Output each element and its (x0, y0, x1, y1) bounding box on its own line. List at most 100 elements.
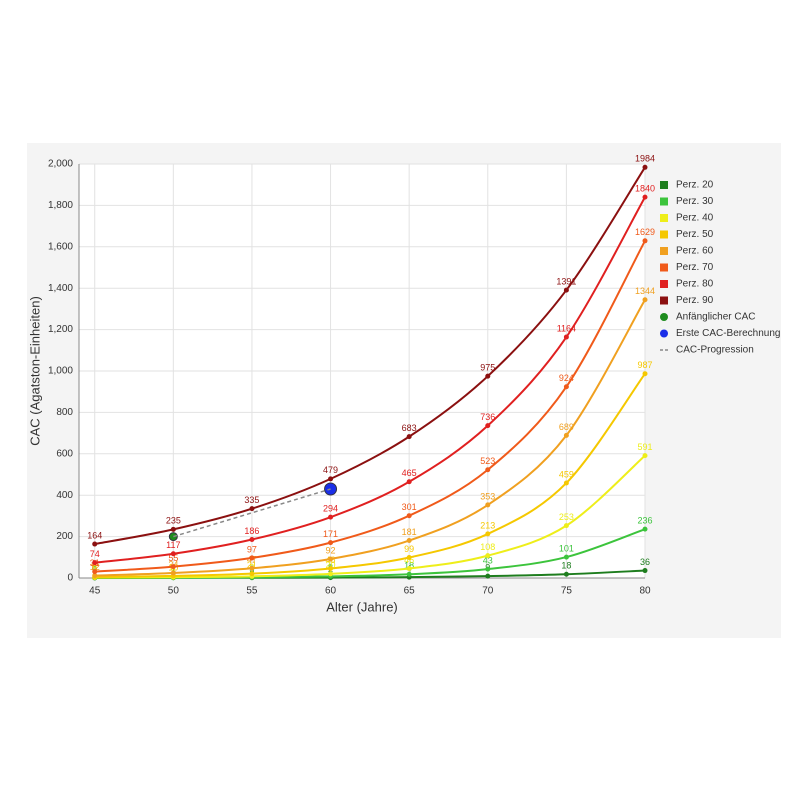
legend-label: Anfänglicher CAC (676, 312, 755, 323)
data-point (328, 476, 334, 482)
data-point (328, 514, 334, 520)
data-point (563, 287, 569, 293)
x-tick-label: 80 (639, 586, 651, 597)
data-point (92, 560, 98, 566)
data-point (642, 453, 648, 459)
data-label: 18 (404, 561, 414, 571)
data-point (642, 526, 648, 532)
data-point (563, 334, 569, 340)
legend-label: Perz. 80 (676, 279, 714, 290)
data-point (642, 568, 648, 574)
data-point (406, 565, 412, 571)
legend-swatch (660, 181, 668, 189)
data-label: 736 (480, 412, 495, 422)
data-label: 924 (559, 373, 574, 383)
x-tick-label: 55 (246, 586, 258, 597)
data-point (328, 565, 334, 571)
data-label: 1344 (635, 286, 655, 296)
data-point (328, 556, 334, 562)
data-point (563, 480, 569, 486)
data-label: 213 (480, 520, 495, 530)
data-label: 117 (166, 540, 180, 550)
data-label: 1984 (635, 154, 655, 164)
legend-label: CAC-Progression (676, 345, 754, 356)
data-label: 108 (480, 542, 495, 552)
x-tick-label: 65 (404, 586, 416, 597)
data-point (485, 553, 491, 559)
data-point (485, 531, 491, 537)
legend-swatch (660, 197, 668, 206)
data-point (406, 513, 412, 519)
x-axis-label: Alter (Jahre) (326, 599, 398, 614)
data-label: 43 (483, 555, 493, 565)
y-tick-label: 1,600 (48, 241, 73, 252)
data-point (92, 573, 98, 579)
y-tick-label: 400 (56, 490, 73, 501)
data-label: 1840 (635, 183, 655, 193)
data-point (485, 566, 491, 572)
data-label: 689 (559, 422, 574, 432)
data-point (563, 384, 569, 390)
data-label: 975 (480, 363, 495, 373)
legend-swatch (660, 230, 668, 239)
legend-swatch (660, 263, 668, 272)
y-tick-label: 2,000 (48, 159, 73, 170)
legend-label: Perz. 90 (676, 295, 714, 306)
legend-swatch (660, 313, 668, 321)
y-tick-label: 0 (67, 573, 73, 584)
data-label: 523 (480, 456, 495, 466)
data-label: 353 (480, 491, 495, 501)
data-point (92, 569, 98, 575)
x-tick-label: 60 (325, 586, 337, 597)
data-label: 186 (244, 526, 259, 536)
data-point (249, 565, 255, 571)
data-point (485, 373, 491, 379)
legend-label: Perz. 20 (676, 180, 714, 191)
data-label: 1391 (556, 276, 576, 286)
data-label: 1164 (557, 323, 576, 333)
data-point (406, 538, 412, 544)
data-point (642, 194, 648, 200)
x-tick-label: 75 (561, 586, 573, 597)
legend-label: Perz. 30 (676, 196, 714, 207)
data-point (170, 551, 176, 557)
data-label: 479 (323, 465, 338, 475)
data-point (249, 506, 255, 512)
data-label: 683 (402, 423, 417, 433)
y-tick-label: 1,800 (48, 200, 73, 211)
data-point (642, 371, 648, 377)
x-tick-label: 70 (482, 586, 494, 597)
x-tick-label: 50 (168, 586, 180, 597)
data-label: 101 (559, 543, 574, 553)
y-axis-label: CAC (Agatston-Einheiten) (27, 296, 42, 446)
data-label: 2 (92, 564, 97, 574)
data-point (485, 423, 491, 429)
data-point (328, 540, 334, 546)
data-label: 74 (90, 549, 100, 559)
data-point (642, 164, 648, 170)
data-point (406, 434, 412, 440)
data-point (485, 573, 491, 579)
data-point (406, 571, 412, 577)
data-label: 1 (171, 564, 176, 574)
y-tick-label: 1,400 (48, 283, 73, 294)
y-tick-label: 1,000 (48, 366, 73, 377)
data-label: 253 (559, 512, 574, 522)
data-point (249, 555, 255, 561)
data-point (563, 571, 569, 577)
data-label: 99 (404, 544, 414, 554)
y-tick-label: 200 (56, 531, 73, 542)
legend-swatch (660, 247, 668, 255)
y-tick-label: 600 (56, 448, 73, 459)
data-label: 465 (402, 468, 417, 478)
data-label: 1629 (635, 227, 655, 237)
data-label: 12 (90, 562, 100, 572)
x-tick-label: 45 (89, 586, 101, 597)
data-label: 5 (92, 563, 97, 573)
data-point (563, 432, 569, 438)
y-tick-label: 800 (56, 407, 73, 418)
legend-swatch (660, 280, 668, 288)
data-point (563, 554, 569, 560)
y-tick-label: 1,200 (48, 324, 73, 335)
